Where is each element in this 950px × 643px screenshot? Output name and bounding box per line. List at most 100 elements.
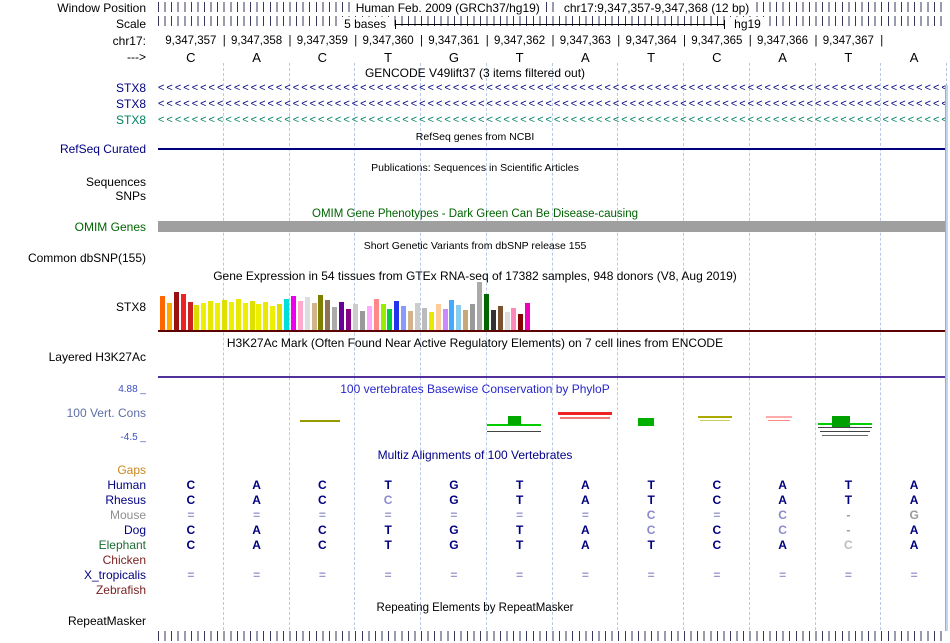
gtex-expression-bar[interactable]: [352, 304, 358, 330]
species-label-human[interactable]: Human: [107, 478, 146, 492]
gtex-expression-bar[interactable]: [497, 306, 503, 330]
gtex-expression-bar[interactable]: [449, 300, 455, 330]
gtex-expression-bar[interactable]: [297, 301, 303, 330]
gtex-expression-bar[interactable]: [187, 302, 193, 330]
species-label-x_tropicalis[interactable]: X_tropicalis: [83, 568, 146, 582]
gtex-expression-bar[interactable]: [208, 301, 214, 330]
gene-label-stx8-3[interactable]: STX8: [115, 113, 146, 127]
gtex-expression-bar[interactable]: [228, 302, 234, 330]
gtex-expression-bar[interactable]: [483, 294, 489, 330]
species-alignment-row[interactable]: Gaps: [0, 463, 950, 478]
sequences-label[interactable]: Sequences: [85, 175, 146, 189]
refseq-curated-row[interactable]: RefSeq Curated: [0, 142, 950, 157]
h3k27ac-label[interactable]: Layered H3K27Ac: [48, 350, 146, 364]
gtex-expression-bar[interactable]: [435, 304, 441, 330]
gtex-expression-barchart[interactable]: [160, 282, 536, 330]
gene-label-stx8-1[interactable]: STX8: [115, 81, 146, 95]
gtex-expression-bar[interactable]: [414, 303, 420, 330]
species-label-zebrafish[interactable]: Zebrafish: [95, 583, 146, 597]
species-label-elephant[interactable]: Elephant: [98, 538, 146, 552]
snps-label[interactable]: SNPs: [115, 189, 146, 203]
repeatmasker-label[interactable]: RepeatMasker: [67, 614, 146, 628]
gtex-expression-bar[interactable]: [160, 296, 165, 330]
gtex-expression-bar[interactable]: [470, 304, 476, 330]
gtex-expression-bar[interactable]: [359, 311, 365, 330]
species-alignment-row[interactable]: Human C A C T G T A T C A T A: [0, 478, 950, 493]
coordinate-row[interactable]: chr17: 9,347,357 | 9,347,358 | 9,347,359 | 9,3…: [0, 34, 950, 49]
gencode-transcript-row[interactable]: STX8 <<<<<<<<<<<<<<<<<<<<<<<<<<<<<<<<<<<…: [0, 97, 950, 112]
dbsnp-label[interactable]: Common dbSNP(155): [27, 251, 146, 265]
gtex-expression-bar[interactable]: [180, 294, 186, 330]
omim-gene-bar[interactable]: [158, 221, 947, 232]
species-alignment-row[interactable]: Elephant C A C T G T A T C A C A: [0, 538, 950, 553]
gtex-expression-bar[interactable]: [456, 305, 462, 330]
gtex-expression-bar[interactable]: [511, 308, 517, 330]
gtex-expression-bar[interactable]: [290, 296, 296, 330]
gtex-expression-bar[interactable]: [166, 303, 172, 330]
gtex-expression-bar[interactable]: [387, 309, 393, 330]
gtex-expression-bar[interactable]: [304, 297, 310, 330]
gtex-expression-bar[interactable]: [346, 309, 352, 330]
gtex-expression-bar[interactable]: [490, 310, 496, 330]
species-label-gaps[interactable]: Gaps: [117, 463, 146, 477]
transcript-intron-arrows[interactable]: <<<<<<<<<<<<<<<<<<<<<<<<<<<<<<<<<<<<<<<<…: [158, 82, 947, 94]
gtex-gene-label[interactable]: STX8: [115, 300, 146, 314]
gtex-expression-bar[interactable]: [442, 309, 448, 330]
species-alignment-row[interactable]: X_tropicalis = = = = = = = = = = = =: [0, 568, 950, 583]
conservation-label[interactable]: 100 Vert. Cons: [66, 406, 146, 420]
phylop-conservation-plot[interactable]: [158, 394, 947, 446]
h3k27ac-signal-line[interactable]: [158, 376, 947, 378]
species-alignment-row[interactable]: Chicken: [0, 553, 950, 568]
gtex-expression-bar[interactable]: [373, 299, 379, 330]
gtex-expression-bar[interactable]: [504, 312, 510, 330]
transcript-intron-arrows[interactable]: <<<<<<<<<<<<<<<<<<<<<<<<<<<<<<<<<<<<<<<<…: [158, 114, 947, 126]
gtex-expression-bar[interactable]: [263, 302, 269, 330]
gtex-expression-bar[interactable]: [394, 301, 400, 330]
species-label-dog[interactable]: Dog: [123, 523, 146, 537]
gtex-expression-bar[interactable]: [222, 300, 228, 330]
omim-genes-row[interactable]: OMIM Genes: [0, 220, 950, 235]
refseq-gene-line[interactable]: [158, 148, 947, 150]
gtex-expression-bar[interactable]: [215, 303, 221, 330]
gtex-expression-bar[interactable]: [284, 299, 290, 330]
gtex-expression-bar[interactable]: [366, 306, 372, 330]
species-label-chicken[interactable]: Chicken: [102, 553, 146, 567]
gtex-expression-bar[interactable]: [428, 312, 434, 330]
gtex-expression-bar[interactable]: [235, 299, 241, 330]
gtex-expression-bar[interactable]: [380, 304, 386, 330]
gtex-expression-bar[interactable]: [325, 300, 331, 330]
gtex-expression-bar[interactable]: [476, 282, 482, 330]
gtex-expression-bar[interactable]: [318, 295, 324, 330]
gtex-expression-bar[interactable]: [249, 301, 255, 330]
gtex-expression-bar[interactable]: [277, 304, 283, 330]
gtex-expression-bar[interactable]: [311, 303, 317, 330]
transcript-intron-arrows[interactable]: <<<<<<<<<<<<<<<<<<<<<<<<<<<<<<<<<<<<<<<<…: [158, 98, 947, 110]
species-alignment-row[interactable]: Dog C A C T G T A C C C - A: [0, 523, 950, 538]
species-alignment-row[interactable]: Zebrafish: [0, 583, 950, 598]
gtex-expression-bar[interactable]: [194, 305, 200, 330]
track-resize-strip[interactable]: [945, 85, 948, 631]
gtex-expression-bar[interactable]: [408, 311, 414, 330]
gtex-expression-bar[interactable]: [332, 307, 338, 330]
refseq-curated-label[interactable]: RefSeq Curated: [59, 142, 146, 156]
gencode-transcript-row[interactable]: STX8 <<<<<<<<<<<<<<<<<<<<<<<<<<<<<<<<<<<…: [0, 113, 950, 128]
gtex-expression-bar[interactable]: [270, 306, 276, 330]
reference-base-row[interactable]: ---> C A C T G T A T C A T A: [0, 50, 950, 65]
gtex-expression-bar[interactable]: [463, 310, 469, 330]
species-alignment-row[interactable]: Rhesus C A C C G T A T C A T A: [0, 493, 950, 508]
gene-label-stx8-2[interactable]: STX8: [115, 97, 146, 111]
gencode-transcript-row[interactable]: STX8 <<<<<<<<<<<<<<<<<<<<<<<<<<<<<<<<<<<…: [0, 81, 950, 96]
gtex-expression-bar[interactable]: [242, 303, 248, 330]
gtex-expression-bar[interactable]: [256, 304, 262, 330]
gtex-expression-bar[interactable]: [518, 314, 524, 330]
gtex-expression-bar[interactable]: [201, 303, 207, 330]
omim-genes-label[interactable]: OMIM Genes: [74, 220, 146, 234]
species-label-rhesus[interactable]: Rhesus: [105, 493, 146, 507]
species-alignment-row[interactable]: Mouse = = = = = = = C = C - G: [0, 508, 950, 523]
gtex-expression-bar[interactable]: [173, 292, 179, 330]
gtex-expression-bar[interactable]: [525, 303, 531, 330]
gtex-expression-bar[interactable]: [401, 306, 407, 330]
species-label-mouse[interactable]: Mouse: [109, 508, 146, 522]
gtex-expression-bar[interactable]: [339, 302, 345, 330]
gtex-expression-bar[interactable]: [421, 308, 427, 330]
